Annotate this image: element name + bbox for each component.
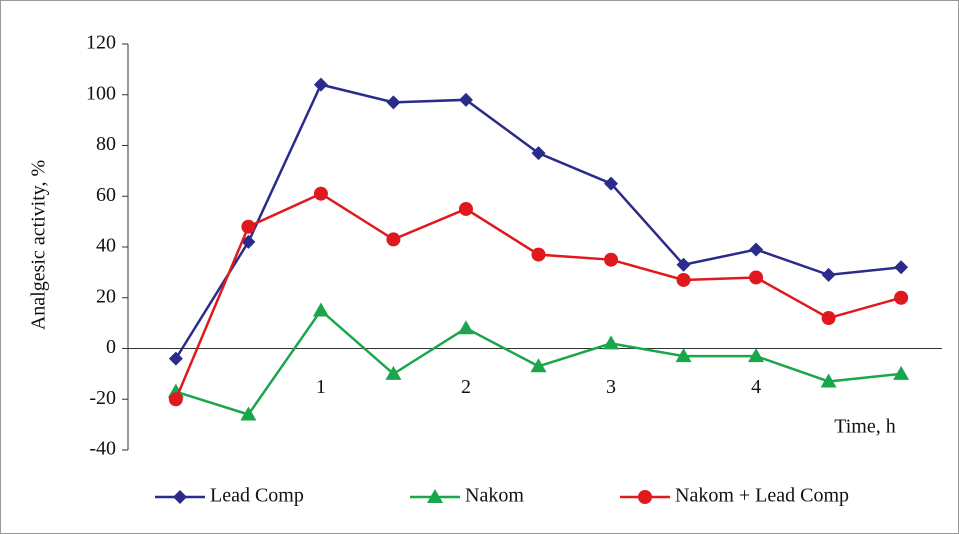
data-point (893, 365, 910, 380)
y-tick-label: 100 (86, 82, 116, 104)
data-point (675, 348, 692, 363)
legend-marker (173, 490, 187, 504)
y-tick-label: 0 (106, 336, 116, 358)
data-point (386, 95, 401, 110)
legend-label: Nakom (465, 485, 524, 507)
y-tick-label: -40 (89, 438, 116, 460)
data-point (894, 290, 909, 305)
legend-marker (427, 489, 443, 503)
y-tick-label: 40 (96, 235, 116, 257)
data-point (385, 365, 402, 380)
data-point (458, 92, 473, 107)
data-point (604, 252, 619, 267)
data-point (168, 351, 183, 366)
data-point (386, 232, 401, 247)
data-point (313, 77, 328, 92)
data-point (313, 186, 328, 201)
data-point (749, 270, 764, 285)
data-point (749, 242, 764, 257)
x-axis-label: Time, h (834, 416, 896, 438)
y-tick-label: -20 (89, 387, 116, 409)
data-point (604, 176, 619, 191)
y-tick-label: 80 (96, 133, 116, 155)
data-point (821, 311, 836, 326)
legend-label: Nakom + Lead Comp (675, 485, 849, 507)
x-tick-label: 2 (461, 376, 471, 398)
data-point (748, 348, 765, 363)
y-axis-label: Analgesic activity, % (28, 160, 50, 330)
data-point (168, 392, 183, 407)
data-point (458, 201, 473, 216)
data-point (894, 260, 909, 275)
data-point (240, 406, 257, 421)
data-point (241, 219, 256, 234)
data-point (676, 257, 691, 272)
data-point (530, 358, 547, 373)
data-point (820, 373, 837, 388)
data-point (531, 247, 546, 262)
data-point (676, 272, 691, 287)
data-point (603, 335, 620, 350)
y-tick-label: 60 (96, 184, 116, 206)
y-tick-label: 20 (96, 285, 116, 307)
data-point (312, 302, 329, 317)
data-point (241, 234, 256, 249)
x-tick-label: 1 (316, 376, 326, 398)
x-tick-label: 4 (751, 376, 761, 398)
data-point (821, 267, 836, 282)
y-tick-label: 120 (86, 32, 116, 54)
data-point (457, 320, 474, 335)
legend-marker (638, 490, 652, 504)
x-tick-label: 3 (606, 376, 616, 398)
legend-label: Lead Comp (210, 485, 304, 507)
data-point (531, 146, 546, 161)
